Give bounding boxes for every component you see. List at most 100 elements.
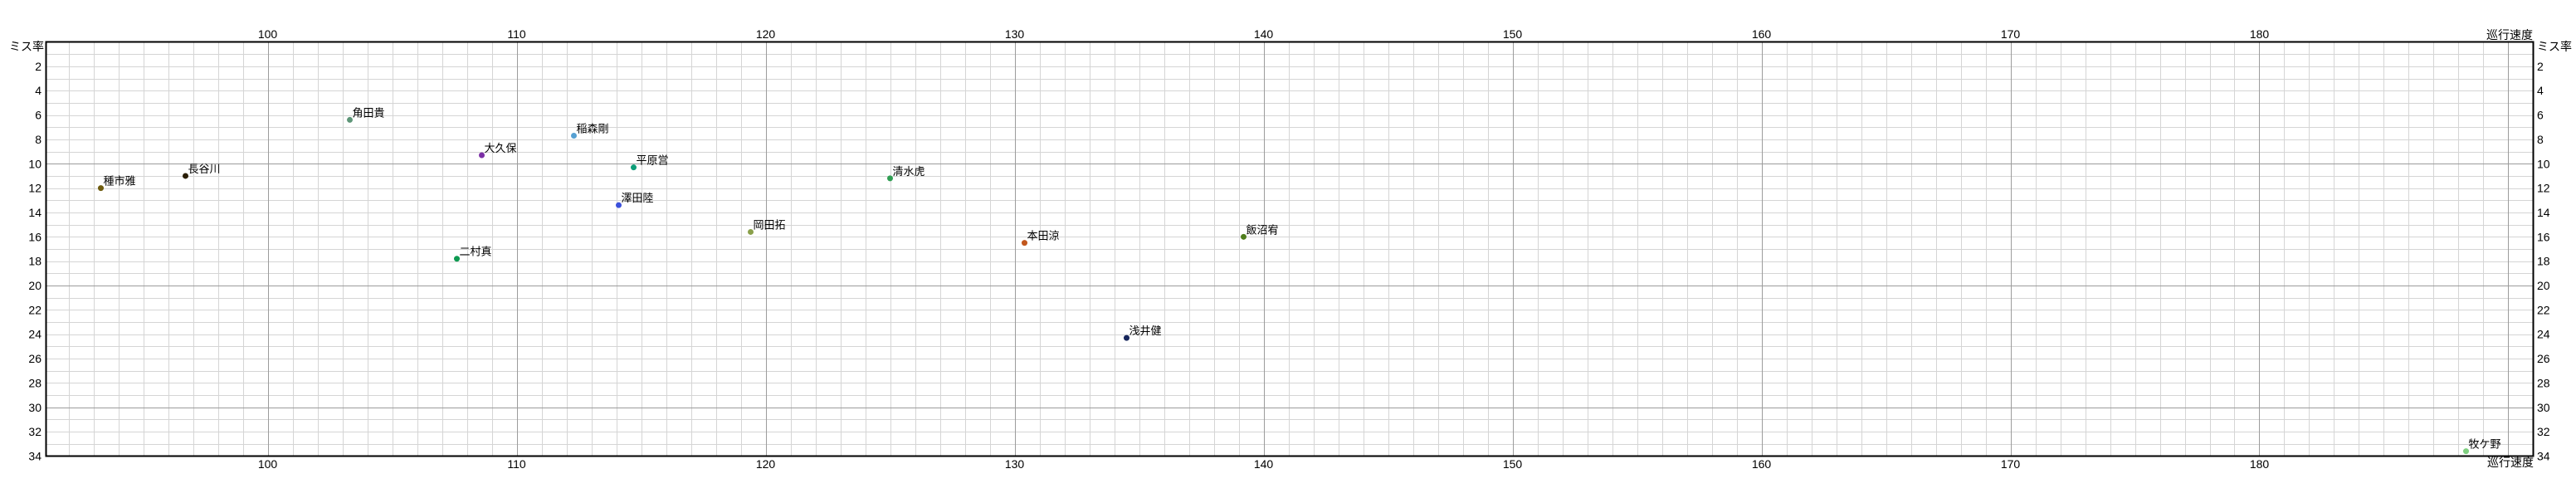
y-tick-label-right: 22 [2537,303,2550,316]
x-tick-label-bottom: 120 [756,457,776,471]
y-tick-label-left: 12 [28,182,41,195]
data-point[interactable]: 稲森剛 [571,123,609,139]
data-point[interactable]: 清水虎 [887,165,925,182]
y-tick-label-right: 34 [2537,450,2550,463]
y-tick-label-right: 4 [2537,84,2544,97]
y-tick-label-right: 32 [2537,425,2550,438]
y-axis-title-right: ミス率 [2537,40,2572,53]
y-axis-title-left: ミス率 [9,40,44,53]
point-marker [1022,240,1027,247]
x-tick-label-top: 130 [1005,27,1025,41]
x-tick-labels-top: 100 110 120 130 140 150 160 170 180 [258,27,2270,41]
data-point[interactable]: 牧ケ野 [2463,438,2501,455]
data-point[interactable]: 二村真 [454,246,492,262]
x-tick-label-top: 170 [2001,27,2021,41]
x-tick-label-bottom: 110 [507,457,526,471]
point-label: 飯沼宥 [1247,223,1279,236]
x-tick-label-top: 100 [258,27,278,41]
point-marker [183,173,188,179]
point-label: 二村真 [460,246,492,258]
point-label: 角田貴 [353,106,385,119]
data-point[interactable]: 種市雅 [98,175,136,192]
y-tick-label-right: 18 [2537,255,2550,268]
y-tick-label-right: 14 [2537,206,2550,219]
x-tick-label-bottom: 170 [2001,457,2021,471]
data-point[interactable]: 角田貴 [347,106,385,123]
point-label: 本田涼 [1027,230,1060,242]
grid-minor-lines [46,42,2534,456]
y-tick-label-left: 28 [28,376,41,389]
y-tick-label-left: 34 [28,450,41,463]
x-tick-label-top: 160 [1752,27,1772,41]
y-tick-label-left: 8 [35,133,41,146]
data-point[interactable]: 飯沼宥 [1241,223,1279,240]
y-tick-label-right: 20 [2537,279,2550,292]
y-tick-label-right: 6 [2537,109,2544,122]
x-tick-label-top: 150 [1503,27,1523,41]
point-label: 長谷川 [188,163,221,175]
plot-frame [45,41,2535,457]
x-axis-title-top: 巡行速度 [2486,28,2533,42]
data-point[interactable]: 本田涼 [1022,230,1060,247]
point-label: 稲森剛 [577,123,609,135]
point-label: 清水虎 [893,165,925,178]
x-tick-label-bottom: 180 [2250,457,2270,471]
point-marker [2463,448,2469,455]
y-tick-label-left: 6 [35,109,41,122]
x-tick-label-bottom: 160 [1752,457,1772,471]
y-tick-label-right: 16 [2537,230,2550,243]
x-tick-label-top: 110 [507,27,526,41]
y-tick-label-left: 30 [28,401,41,414]
x-tick-label-top: 120 [756,27,776,41]
y-tick-label-left: 24 [28,328,41,341]
y-tick-label-left: 16 [28,230,41,243]
point-label: 浅井健 [1129,325,1162,337]
point-marker [571,133,577,139]
y-tick-label-left: 4 [35,84,41,97]
point-label: 澤田陸 [622,192,654,204]
point-label: 岡田拓 [754,218,786,231]
y-tick-label-left: 2 [35,60,41,73]
x-tick-label-bottom: 140 [1254,457,1274,471]
y-tick-label-left: 10 [28,157,41,170]
data-point[interactable]: 平原営 [631,154,669,171]
point-marker [479,152,485,159]
y-tick-label-left: 22 [28,303,41,316]
y-tick-label-left: 26 [28,352,41,365]
y-tick-label-right: 28 [2537,376,2550,389]
y-tick-label-left: 20 [28,279,41,292]
point-label: 平原営 [637,154,669,167]
point-marker [616,202,622,208]
y-tick-label-right: 2 [2537,60,2544,73]
y-tick-label-right: 12 [2537,182,2550,195]
point-label: 大久保 [485,142,517,154]
point-marker [98,185,104,192]
point-marker [631,164,637,171]
point-marker [1241,233,1247,240]
data-point[interactable]: 大久保 [479,142,517,159]
y-tick-label-right: 24 [2537,328,2550,341]
x-axis-title-bottom: 巡行速度 [2487,456,2534,469]
data-point[interactable]: 澤田陸 [616,192,654,208]
x-tick-label-bottom: 130 [1005,457,1025,471]
y-tick-label-left: 14 [28,206,41,219]
point-label: 牧ケ野 [2469,438,2501,451]
y-tick-label-right: 26 [2537,352,2550,365]
data-point[interactable]: 長谷川 [183,163,221,179]
y-tick-label-left: 18 [28,255,41,268]
y-tick-label-left: 32 [28,425,41,438]
point-marker [887,175,893,182]
x-tick-label-top: 140 [1254,27,1274,41]
y-tick-label-right: 8 [2537,133,2544,146]
y-tick-label-right: 10 [2537,157,2550,170]
data-point[interactable]: 浅井健 [1124,325,1162,341]
point-marker [347,116,353,123]
x-tick-label-bottom: 100 [258,457,278,471]
point-marker [748,228,754,235]
data-point[interactable]: 岡田拓 [748,218,786,235]
